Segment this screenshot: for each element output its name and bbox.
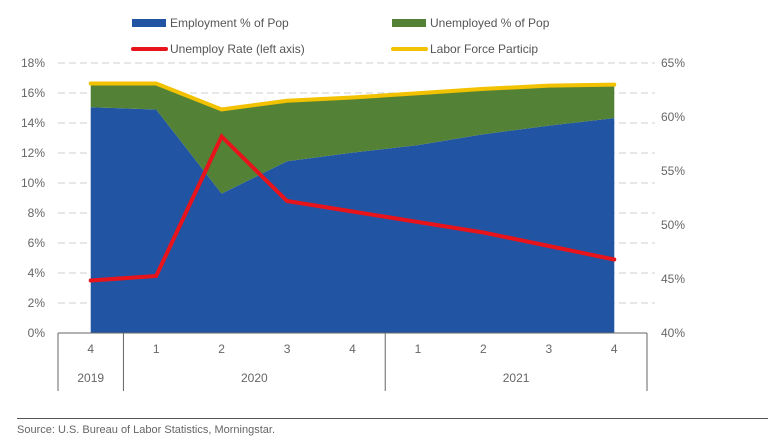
left-axis-tick: 16%	[21, 86, 45, 100]
quarter-label: 1	[415, 342, 422, 356]
legend-label: Unemployed % of Pop	[430, 16, 550, 30]
right-axis-tick: 65%	[661, 56, 685, 70]
legend-swatch	[392, 19, 426, 27]
right-axis-tick: 55%	[661, 164, 685, 178]
legend-label: Labor Force Particip	[430, 42, 538, 56]
left-axis-tick: 10%	[21, 176, 45, 190]
legend-item: Unemploy Rate (left axis)	[131, 42, 305, 56]
quarter-label: 4	[87, 342, 94, 356]
year-label: 2021	[503, 371, 530, 385]
legend: Employment % of Pop Unemployed % of Pop Un…	[131, 16, 550, 56]
quarter-label: 2	[218, 342, 225, 356]
legend-label: Employment % of Pop	[170, 16, 289, 30]
right-axis-tick: 40%	[661, 326, 685, 340]
quarter-label: 2	[480, 342, 487, 356]
source-note: Source: U.S. Bureau of Labor Statistics,…	[17, 424, 276, 436]
legend-item: Unemployed % of Pop	[392, 16, 550, 30]
x-axis: 4 1 2 3 4 1 2 3 4 2019 2020 2021	[57, 332, 648, 391]
quarter-label: 3	[545, 342, 552, 356]
right-axis-tick: 60%	[661, 110, 685, 124]
series-lines	[88, 81, 617, 283]
left-axis-tick: 0%	[28, 326, 46, 340]
year-label: 2019	[77, 371, 104, 385]
left-axis-tick: 2%	[28, 296, 46, 310]
area-employment-of-pop	[90, 107, 615, 333]
stacked-areas	[90, 83, 615, 333]
left-axis-tick: 14%	[21, 116, 45, 130]
right-axis-tick: 45%	[661, 272, 685, 286]
left-axis: 0% 2% 4% 6% 8% 10% 12% 14% 16% 18%	[21, 56, 45, 340]
quarter-label: 4	[611, 342, 618, 356]
quarter-label: 1	[153, 342, 160, 356]
legend-label: Unemploy Rate (left axis)	[170, 42, 305, 56]
quarter-label: 4	[349, 342, 356, 356]
legend-item: Employment % of Pop	[132, 16, 289, 30]
footer-divider	[17, 418, 768, 419]
year-label: 2020	[241, 371, 268, 385]
legend-item: Labor Force Particip	[391, 42, 538, 56]
left-axis-tick: 18%	[21, 56, 45, 70]
quarter-label: 3	[284, 342, 291, 356]
right-axis-tick: 50%	[661, 218, 685, 232]
left-axis-tick: 4%	[28, 266, 46, 280]
left-axis-tick: 6%	[28, 236, 46, 250]
left-axis-tick: 8%	[28, 206, 46, 220]
left-axis-tick: 12%	[21, 146, 45, 160]
right-axis: 40% 45% 50% 55% 60% 65%	[661, 56, 685, 340]
legend-swatch	[132, 19, 166, 27]
